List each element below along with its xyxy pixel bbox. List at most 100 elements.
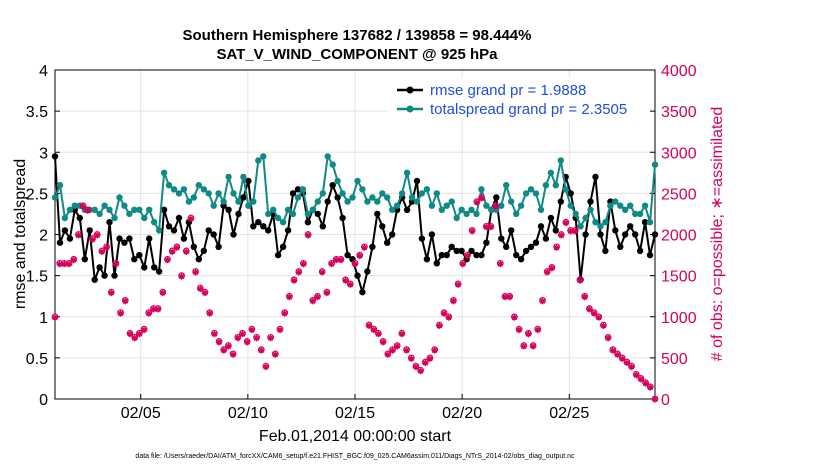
series-point: [155, 268, 163, 275]
series-point: [324, 153, 331, 160]
assimilated-obs-point: [154, 306, 162, 313]
assimilated-obs-point: [281, 310, 288, 317]
y-axis-right: 0 500 1000 1500 2000 2500 3000 3500 4000: [650, 63, 697, 409]
series-point: [537, 223, 545, 230]
y-right-tick-label: 4000: [661, 63, 697, 80]
series-point: [245, 177, 252, 185]
y-axis-left: 0 0.5 1 1.5 2 2.5 3 3.5 4: [26, 63, 60, 409]
series-point: [165, 223, 173, 230]
series-point: [428, 202, 436, 209]
assimilated-obs-point: [318, 269, 326, 276]
series-point: [493, 194, 500, 201]
series-point: [641, 202, 649, 209]
series-point: [607, 202, 614, 209]
assimilated-obs-point: [337, 256, 345, 264]
assimilated-obs-point: [501, 293, 509, 301]
assimilated-obs-point: [543, 269, 551, 276]
assimilated-obs-point: [539, 297, 546, 305]
assimilated-obs-point: [159, 289, 167, 297]
series-point: [230, 231, 237, 238]
series-point: [121, 202, 128, 209]
series-point: [131, 206, 138, 213]
series-point: [369, 243, 376, 250]
assimilated-obs-point: [586, 306, 593, 313]
x-tick-label: 02/25: [549, 405, 589, 422]
assimilated-obs-point: [408, 355, 415, 362]
series-point: [279, 219, 287, 226]
series-point: [101, 202, 108, 209]
assimilated-obs-point: [89, 236, 96, 243]
assimilated-obs-point: [333, 256, 340, 264]
series-point: [522, 190, 530, 197]
assimilated-obs-point: [192, 269, 199, 276]
series-point: [260, 223, 267, 230]
series-point: [175, 190, 183, 197]
series-point: [160, 206, 168, 213]
series-point: [215, 243, 222, 250]
series-point: [205, 190, 212, 197]
assimilated-obs-point: [525, 330, 532, 338]
series-point: [423, 256, 431, 263]
assimilated-obs-point: [272, 351, 279, 358]
series-3: [51, 195, 659, 403]
series-point: [488, 206, 495, 213]
series-point: [403, 206, 411, 213]
chart-subtitle: SAT_V_WIND_COMPONENT @ 925 hPa: [216, 46, 498, 63]
series-point: [478, 186, 485, 193]
series-point: [612, 227, 619, 234]
y-tick-label: 3.5: [26, 104, 48, 121]
legend-rmse-marker: [406, 86, 414, 94]
series-point: [592, 219, 599, 226]
assimilated-obs-point: [436, 322, 443, 329]
assimilated-obs-point: [393, 343, 401, 350]
series-point: [334, 177, 341, 185]
assimilated-obs-point: [562, 219, 570, 227]
footnote: data file: /Users/raeder/DAI/ATM_forcXX/…: [135, 453, 575, 460]
series-point: [354, 272, 361, 279]
assimilated-obs-point: [511, 314, 518, 321]
series-point: [413, 198, 421, 205]
series-point: [91, 276, 98, 283]
y-right-tick-label: 0: [661, 392, 670, 409]
series-point: [170, 227, 178, 234]
assimilated-obs-point: [258, 347, 265, 354]
series-point: [483, 202, 490, 209]
series-point: [265, 227, 272, 234]
assimilated-obs-point: [93, 232, 101, 239]
series-point: [547, 169, 555, 176]
series-point: [240, 194, 247, 201]
series-point: [503, 182, 510, 189]
series-point: [433, 260, 440, 267]
series-point: [126, 210, 133, 218]
series-point: [418, 190, 426, 197]
series-point: [165, 182, 173, 189]
series-point: [56, 182, 64, 189]
series-point: [359, 186, 366, 193]
series-point: [51, 153, 59, 160]
assimilated-obs-point: [487, 223, 495, 231]
assimilated-obs-point: [211, 330, 218, 338]
y-right-tick-label: 2000: [661, 228, 697, 245]
series-point: [483, 239, 490, 246]
series-point: [627, 223, 634, 230]
series-point: [651, 161, 659, 168]
y-right-tick-label: 1500: [661, 269, 697, 286]
series-point: [294, 194, 302, 201]
assimilated-obs-point: [548, 265, 556, 272]
series-point: [448, 243, 455, 250]
assimilated-obs-point: [239, 330, 246, 338]
series-point: [160, 169, 168, 176]
series-point: [517, 202, 525, 209]
series-point: [344, 251, 351, 259]
assimilated-obs-point: [178, 273, 185, 280]
assimilated-obs-point: [173, 244, 181, 251]
y-tick-label: 4: [39, 63, 48, 80]
series-point: [513, 251, 520, 259]
series-point: [200, 247, 207, 255]
legend-box: [388, 78, 650, 120]
series-point: [131, 256, 138, 263]
series-point: [180, 235, 188, 242]
series-point: [473, 210, 480, 218]
series-point: [354, 177, 361, 185]
